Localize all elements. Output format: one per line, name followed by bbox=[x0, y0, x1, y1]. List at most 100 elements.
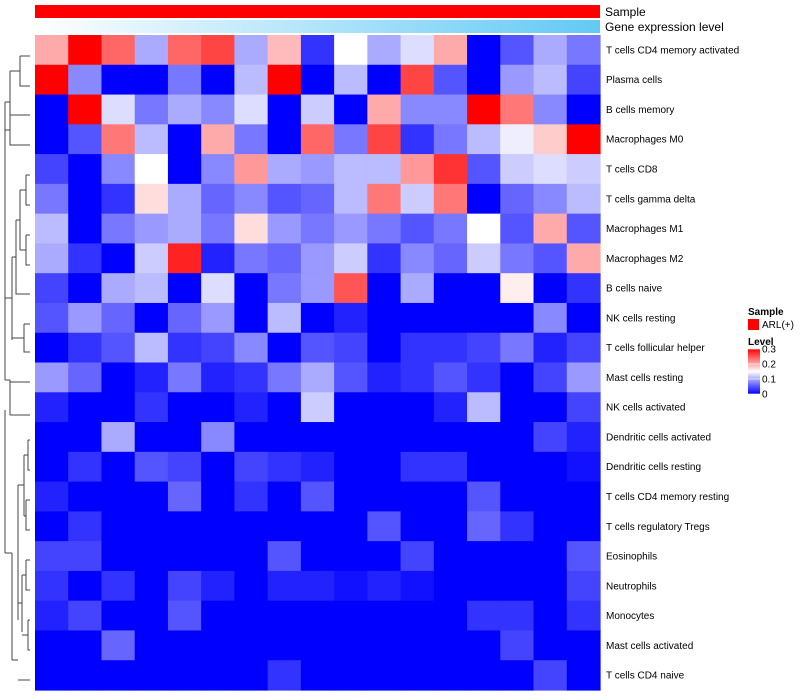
heatmap-cell bbox=[467, 392, 501, 423]
heatmap-cell bbox=[467, 124, 501, 155]
heatmap-cell bbox=[300, 541, 335, 572]
row-label: Neutrophils bbox=[606, 581, 657, 592]
heatmap-cell bbox=[533, 243, 568, 274]
dendrogram-branch bbox=[4, 150, 30, 416]
heatmap-cell bbox=[400, 332, 435, 364]
heatmap-cell bbox=[566, 273, 601, 304]
heatmap-cell bbox=[201, 362, 236, 393]
heatmap-cell bbox=[167, 362, 202, 393]
heatmap-cell bbox=[334, 422, 368, 453]
heatmap-cell bbox=[433, 511, 468, 542]
heatmap-cell bbox=[533, 660, 568, 691]
heatmap-cell bbox=[167, 481, 202, 512]
heatmap-cell bbox=[167, 422, 202, 453]
heatmap-cell bbox=[367, 35, 402, 66]
heatmap-cell bbox=[167, 570, 202, 602]
heatmap-cell bbox=[300, 600, 335, 632]
heatmap-cell bbox=[467, 511, 501, 542]
heatmap-cell bbox=[367, 660, 402, 691]
heatmap-cell bbox=[400, 64, 435, 96]
heatmap-cell bbox=[433, 64, 468, 96]
row-label: T cells follicular helper bbox=[606, 343, 705, 354]
heatmap-cell bbox=[467, 362, 501, 393]
heatmap-cell bbox=[234, 362, 269, 393]
heatmap-cell bbox=[134, 124, 169, 155]
heatmap-cell bbox=[367, 570, 402, 602]
heatmap-cell bbox=[35, 362, 69, 393]
heatmap-cell bbox=[167, 183, 202, 215]
heatmap-cell bbox=[68, 541, 103, 572]
heatmap-cell bbox=[134, 541, 169, 572]
heatmap-cell bbox=[35, 35, 69, 66]
heatmap-cell bbox=[201, 660, 236, 691]
level-legend-ticks: 0.3 0.2 0.1 0 bbox=[748, 345, 776, 401]
heatmap-cell bbox=[500, 35, 535, 66]
heatmap-cell bbox=[500, 660, 535, 691]
heatmap-cell bbox=[101, 154, 136, 185]
row-label: Monocytes bbox=[606, 611, 654, 622]
heatmap-cell bbox=[68, 302, 103, 334]
dendrogram-branch bbox=[4, 410, 30, 681]
heatmap-cell bbox=[533, 422, 568, 453]
heatmap-cell bbox=[300, 392, 335, 423]
heatmap-cell bbox=[68, 64, 103, 96]
heatmap-cell bbox=[300, 362, 335, 393]
heatmap-cell bbox=[334, 570, 368, 602]
heatmap-cell bbox=[267, 481, 302, 512]
heatmap-cell bbox=[433, 273, 468, 304]
heatmap-cell bbox=[201, 392, 236, 423]
heatmap-cell bbox=[134, 64, 169, 96]
heatmap-cell bbox=[201, 35, 236, 66]
heatmap-cell bbox=[101, 392, 136, 423]
heatmap-cell bbox=[467, 35, 501, 66]
heatmap-cell bbox=[334, 392, 368, 423]
heatmap-cell bbox=[400, 392, 435, 423]
heatmap-cell bbox=[533, 183, 568, 215]
heatmap-cell bbox=[433, 660, 468, 691]
heatmap-cell bbox=[400, 154, 435, 185]
heatmap-cell bbox=[367, 183, 402, 215]
heatmap-cell bbox=[68, 213, 103, 245]
heatmap-cell bbox=[500, 332, 535, 364]
heatmap-cell bbox=[234, 600, 269, 632]
heatmap-cell bbox=[467, 94, 501, 125]
heatmap-cell bbox=[334, 35, 368, 66]
heatmap-cell bbox=[566, 332, 601, 364]
heatmap-cell bbox=[433, 362, 468, 393]
heatmap-cell bbox=[566, 154, 601, 185]
heatmap-cell bbox=[367, 332, 402, 364]
heatmap-cell bbox=[500, 362, 535, 393]
dendrogram-branch bbox=[4, 55, 30, 150]
heatmap-cell bbox=[234, 511, 269, 542]
heatmap-cell bbox=[167, 273, 202, 304]
row-label: Eosinophils bbox=[606, 552, 657, 563]
heatmap-cell bbox=[101, 541, 136, 572]
heatmap-cell bbox=[367, 422, 402, 453]
heatmap-cell bbox=[234, 392, 269, 423]
heatmap-cell bbox=[533, 302, 568, 334]
heatmap-cell bbox=[68, 481, 103, 512]
row-label: Mast cells resting bbox=[606, 373, 683, 384]
heatmap-cell bbox=[433, 541, 468, 572]
row-label: T cells CD8 bbox=[606, 164, 658, 175]
heatmap-cell bbox=[267, 273, 302, 304]
heatmap-cell bbox=[234, 570, 269, 602]
heatmap-cell bbox=[234, 332, 269, 364]
level-tick-label: 0.1 bbox=[762, 375, 776, 386]
heatmap-cell bbox=[533, 541, 568, 572]
heatmap-cell bbox=[167, 64, 202, 96]
heatmap-cell bbox=[500, 541, 535, 572]
heatmap-cell bbox=[566, 183, 601, 215]
heatmap-cell bbox=[533, 451, 568, 483]
heatmap-cell bbox=[566, 124, 601, 155]
heatmap-cell bbox=[68, 392, 103, 423]
heatmap-cell bbox=[467, 570, 501, 602]
heatmap-cell bbox=[533, 273, 568, 304]
heatmap-cell bbox=[267, 183, 302, 215]
heatmap-cell bbox=[201, 541, 236, 572]
heatmap-cell bbox=[201, 273, 236, 304]
heatmap-cell bbox=[167, 451, 202, 483]
heatmap-cell bbox=[167, 332, 202, 364]
heatmap-cell bbox=[234, 94, 269, 125]
heatmap-cell bbox=[300, 183, 335, 215]
